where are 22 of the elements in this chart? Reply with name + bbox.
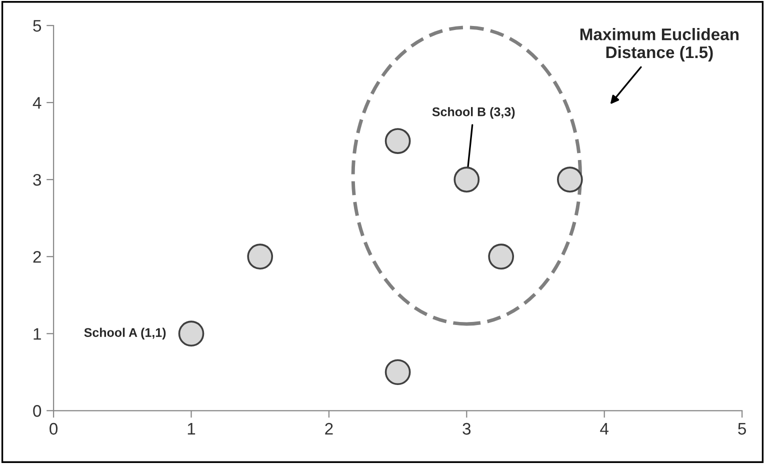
point [384,128,411,154]
point [454,166,480,192]
annotation: School B (3,3) [432,107,515,119]
x-tick-label: 2 [325,422,333,435]
x-tick-label: 4 [600,423,608,435]
annotation: School A (1,1) [84,328,166,340]
point [384,359,411,386]
y-tick-label: 2 [33,250,41,263]
point [178,320,204,347]
x-tick-label: 3 [462,422,471,435]
y-tick-label: 0 [33,405,42,417]
y-tick-label: 3 [33,174,42,186]
point [556,166,583,192]
y-tick-label: 5 [33,20,42,32]
x-tick-label: 0 [50,422,58,435]
x-tick-label: 1 [188,423,196,435]
y-tick-label: 4 [32,97,42,109]
annotation: Maximum Euclidean Distance (1.5) [580,28,739,62]
point [488,244,514,270]
x-tick-label: 5 [738,423,746,435]
y-tick-label: 1 [34,328,41,340]
point [247,244,274,270]
